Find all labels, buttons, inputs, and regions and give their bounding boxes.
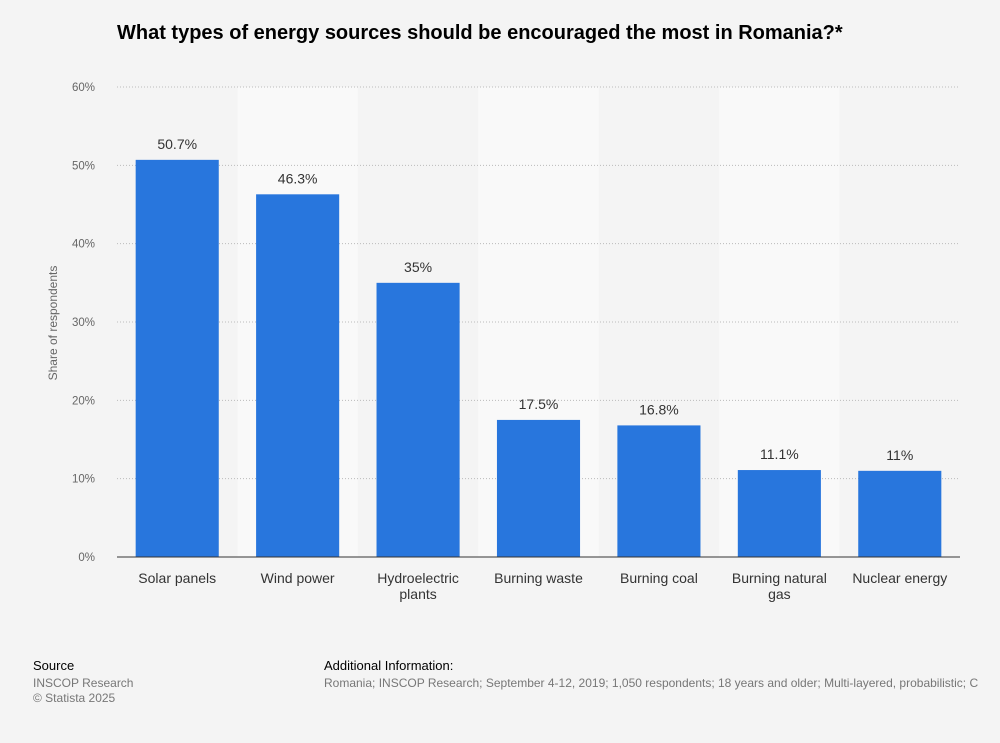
source-publisher: INSCOP Research — [33, 676, 134, 690]
category-label: Burning waste — [494, 570, 583, 586]
category-label: Burning coal — [620, 570, 698, 586]
chart-title: What types of energy sources should be e… — [117, 22, 843, 44]
bar-chart: 0% 10% 20% 30% 40% 50% 60% 50.7% 46.3% 35% 17.5% 1… — [46, 82, 960, 602]
y-tick-label: 20% — [72, 395, 95, 407]
y-tick-label: 40% — [72, 239, 95, 251]
data-label: 16.8% — [639, 401, 679, 417]
data-label: 17.5% — [519, 396, 559, 412]
y-axis-label: Share of respondents — [46, 266, 60, 381]
category-label: Wind power — [261, 570, 335, 586]
y-tick-label: 30% — [72, 317, 95, 329]
y-tick-label: 60% — [72, 82, 95, 94]
y-axis-ticks: 0% 10% 20% 30% 40% 50% 60% — [72, 82, 95, 564]
bars — [135, 159, 942, 558]
bar — [617, 425, 701, 557]
y-tick-label: 10% — [72, 474, 95, 486]
data-label: 46.3% — [278, 170, 318, 186]
source-title: Source — [33, 658, 75, 673]
bar — [135, 159, 219, 557]
category-label: plants — [399, 586, 436, 602]
category-label: Solar panels — [138, 570, 216, 586]
data-label: 50.7% — [157, 136, 197, 152]
additional-info-text: Romania; INSCOP Research; September 4-12… — [324, 676, 979, 690]
category-label: Hydroelectric — [377, 570, 459, 586]
category-label: Burning natural — [732, 570, 827, 586]
category-label: gas — [768, 586, 791, 602]
y-tick-label: 0% — [78, 552, 95, 564]
bar — [376, 282, 460, 557]
bar — [858, 470, 942, 557]
data-label: 11.1% — [760, 446, 799, 462]
category-labels: Solar panels Wind power Hydroelectricplant… — [138, 570, 947, 602]
data-label: 35% — [404, 259, 432, 275]
bar — [256, 194, 340, 558]
data-label: 11% — [886, 447, 913, 463]
bar — [496, 419, 581, 557]
data-labels: 50.7% 46.3% 35% 17.5% 16.8% 11.1% 11% — [157, 136, 913, 463]
copyright: © Statista 2025 — [33, 691, 116, 705]
y-tick-label: 50% — [72, 160, 95, 172]
category-label: Nuclear energy — [852, 570, 947, 586]
additional-info-title: Additional Information: — [324, 658, 454, 673]
bar — [737, 470, 821, 557]
